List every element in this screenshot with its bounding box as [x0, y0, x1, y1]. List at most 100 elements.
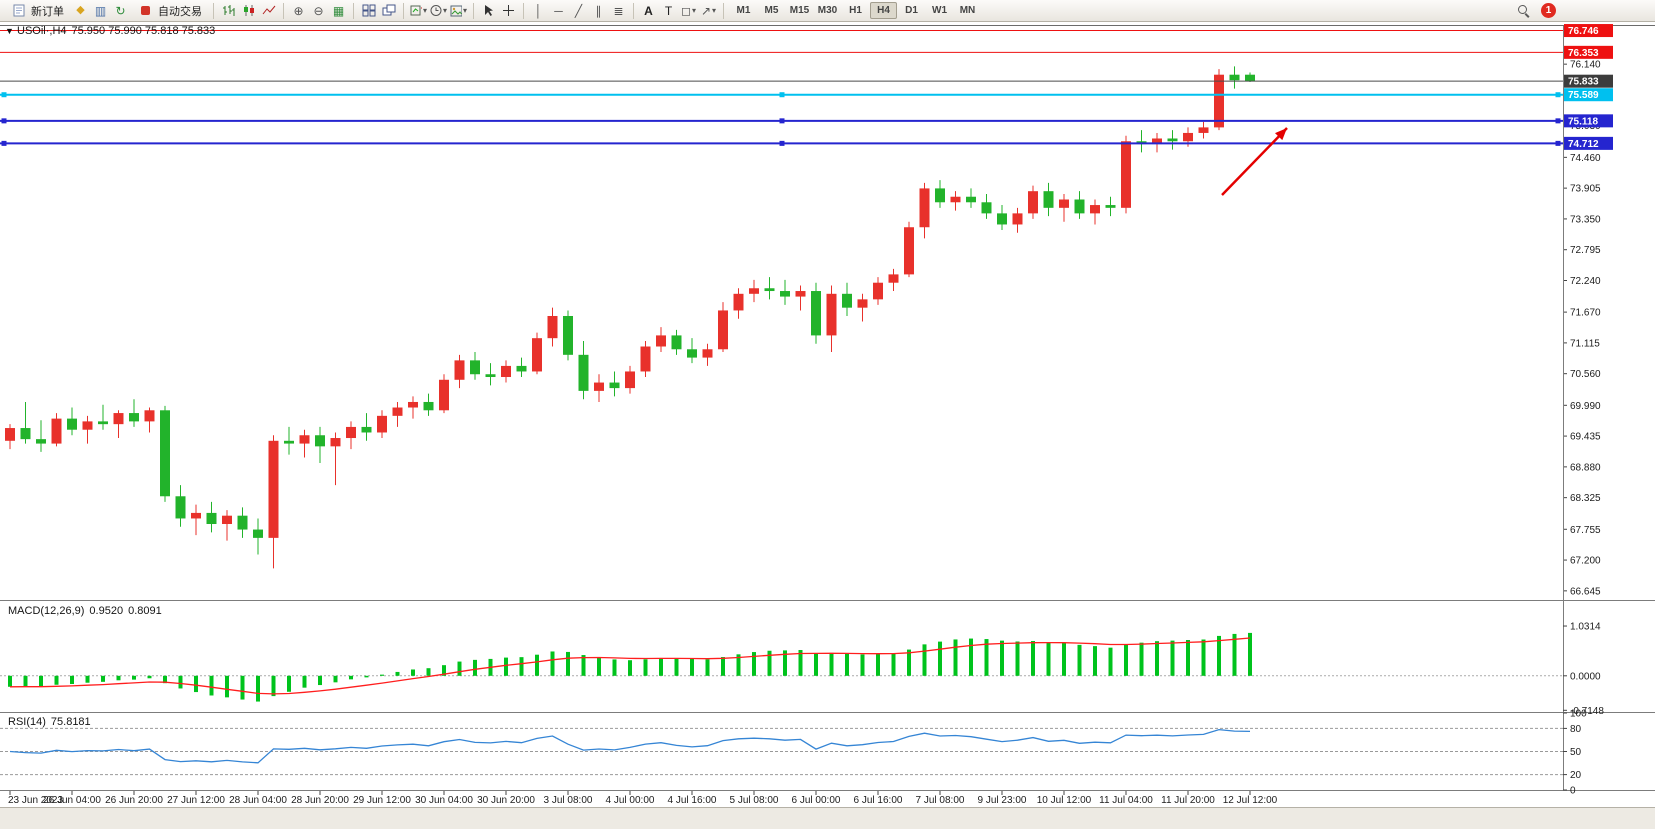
autotrading-button[interactable]: 自动交易 — [132, 1, 207, 20]
price-tick-label: 76.140 — [1570, 60, 1601, 71]
chart-canvas[interactable]: 76.14075.58575.03074.46073.90573.35072.7… — [0, 22, 1655, 807]
chevron-down-icon: ▾ — [442, 5, 447, 15]
candle-body — [361, 426, 372, 433]
candle-body — [563, 315, 573, 355]
symbol-period: USOil·,H4 — [17, 25, 67, 37]
candle-body — [1121, 141, 1131, 208]
line-handle[interactable] — [1555, 92, 1561, 98]
new-order-icon — [10, 2, 27, 19]
candle-body — [1012, 213, 1023, 225]
candle-body — [966, 196, 976, 203]
refresh-icon[interactable]: ↻ — [115, 3, 126, 18]
candle-body — [51, 418, 62, 444]
timeframe-button-m5[interactable]: M5 — [758, 2, 785, 19]
timeframe-button-m30[interactable]: M30 — [814, 2, 841, 19]
candle-body — [144, 410, 155, 422]
profiles-icon[interactable]: ▥ — [94, 3, 107, 18]
time-label: 4 Jul 16:00 — [668, 795, 717, 806]
candle-body — [501, 365, 511, 378]
candle-body — [935, 188, 945, 203]
line-handle[interactable] — [779, 118, 785, 124]
line-handle[interactable] — [779, 140, 785, 146]
favorites-diamond-icon[interactable]: ◆ — [76, 4, 85, 16]
tile-windows-icon[interactable] — [360, 2, 377, 19]
text-label-icon[interactable]: T — [664, 3, 673, 18]
bar-chart-icon[interactable] — [220, 2, 237, 19]
timeframe-button-h1[interactable]: H1 — [842, 2, 869, 19]
candle-body — [795, 291, 806, 297]
chevron-down-icon: ▾ — [712, 5, 717, 15]
chart-window[interactable]: 76.14075.58575.03074.46073.90573.35072.7… — [0, 22, 1655, 807]
fibonacci-icon[interactable]: ≣ — [613, 3, 624, 18]
zoom-in-icon[interactable]: ⊕ — [293, 3, 304, 18]
period-clock-icon[interactable]: ▾ — [430, 2, 447, 19]
line-handle[interactable] — [1, 140, 7, 146]
timeframe-button-h4[interactable]: H4 — [870, 2, 897, 19]
cursor-icon[interactable] — [480, 2, 497, 19]
timeframe-button-m1[interactable]: M1 — [730, 2, 757, 19]
candle-body — [284, 440, 294, 444]
shape-glyph: ◻ — [681, 3, 691, 18]
line-handle[interactable] — [1555, 140, 1561, 146]
price-tag — [1564, 45, 1613, 59]
timeframe-button-mn[interactable]: MN — [954, 2, 981, 19]
grid-icon[interactable]: ▦ — [332, 3, 345, 18]
candle-body — [950, 196, 961, 203]
shapes-icon[interactable]: ◻ ▾ — [680, 2, 697, 19]
candle-body — [470, 360, 480, 375]
line-handle[interactable] — [1, 92, 7, 98]
rsi-label: RSI(14) 75.8181 — [8, 716, 91, 728]
trendline-icon[interactable]: ╱ — [574, 3, 583, 18]
arrow-annotation[interactable] — [1221, 127, 1288, 196]
new-chart-icon[interactable]: ▾ — [410, 2, 427, 19]
time-label: 5 Jul 08:00 — [730, 795, 779, 806]
line-handle[interactable] — [1, 118, 7, 124]
notification-badge[interactable]: 1 — [1541, 3, 1556, 18]
candlestick-icon[interactable] — [240, 2, 257, 19]
chart-menu-icon[interactable]: ▼ — [5, 26, 14, 36]
line-handle[interactable] — [779, 92, 785, 98]
search-icon[interactable] — [1515, 2, 1532, 19]
time-label: 30 Jun 20:00 — [477, 795, 535, 806]
timeframe-button-w1[interactable]: W1 — [926, 2, 953, 19]
new-order-button[interactable]: 新订单 — [5, 1, 69, 20]
time-label: 11 Jul 20:00 — [1161, 795, 1215, 806]
arrows-tool-icon[interactable]: ↗ ▾ — [700, 2, 717, 19]
candle-body — [377, 415, 387, 433]
toolbar-divider — [473, 2, 474, 19]
zoom-out-icon[interactable]: ⊖ — [313, 3, 324, 18]
macd-signal-value: 0.8091 — [128, 605, 162, 617]
candle-body — [67, 418, 77, 430]
timeframe-button-d1[interactable]: D1 — [898, 2, 925, 19]
candle-body — [826, 293, 837, 336]
vertical-line-icon[interactable]: │ — [534, 3, 543, 18]
arrow-head[interactable] — [1275, 128, 1287, 141]
candle-body — [1183, 132, 1193, 142]
crosshair-icon[interactable] — [500, 2, 517, 19]
rsi-name: RSI(14) — [8, 716, 46, 728]
toolbar-divider — [353, 2, 354, 19]
horizontal-line-icon[interactable]: ─ — [554, 3, 563, 18]
channel-icon[interactable]: ∥ — [595, 3, 602, 18]
cascade-windows-icon[interactable] — [380, 2, 397, 19]
template-image-icon[interactable]: ▾ — [450, 2, 467, 19]
candle-body — [315, 435, 325, 447]
candle-body — [594, 382, 604, 391]
candle-body — [1043, 191, 1054, 208]
timeframe-button-m15[interactable]: M15 — [786, 2, 813, 19]
candle-body — [904, 227, 914, 275]
time-label: 28 Jun 20:00 — [291, 795, 349, 806]
price-tick-label: 73.905 — [1570, 184, 1601, 195]
candle-body — [454, 360, 465, 380]
candle-body — [609, 382, 620, 389]
price-tick-label: 67.755 — [1570, 525, 1601, 536]
candle-body — [656, 335, 666, 347]
time-label: 28 Jun 04:00 — [229, 795, 287, 806]
price-tick-label: 71.115 — [1570, 338, 1600, 349]
arrow-shaft[interactable] — [1221, 127, 1288, 196]
macd-value: 0.9520 — [89, 605, 124, 617]
time-label: 23 Jun 2023 — [8, 795, 63, 806]
text-tool-icon[interactable]: A — [644, 3, 653, 18]
line-handle[interactable] — [1555, 118, 1561, 124]
line-chart-icon[interactable] — [260, 2, 277, 19]
